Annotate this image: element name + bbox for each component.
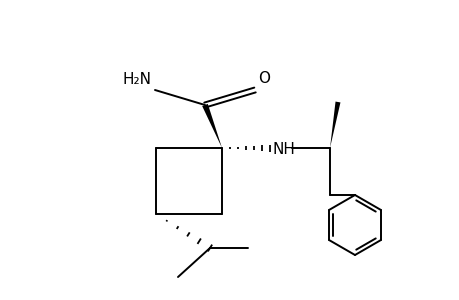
Text: H₂N: H₂N	[123, 72, 151, 87]
Polygon shape	[329, 102, 340, 148]
Text: O: O	[257, 71, 269, 86]
Polygon shape	[202, 104, 222, 148]
Text: NH: NH	[272, 142, 295, 157]
